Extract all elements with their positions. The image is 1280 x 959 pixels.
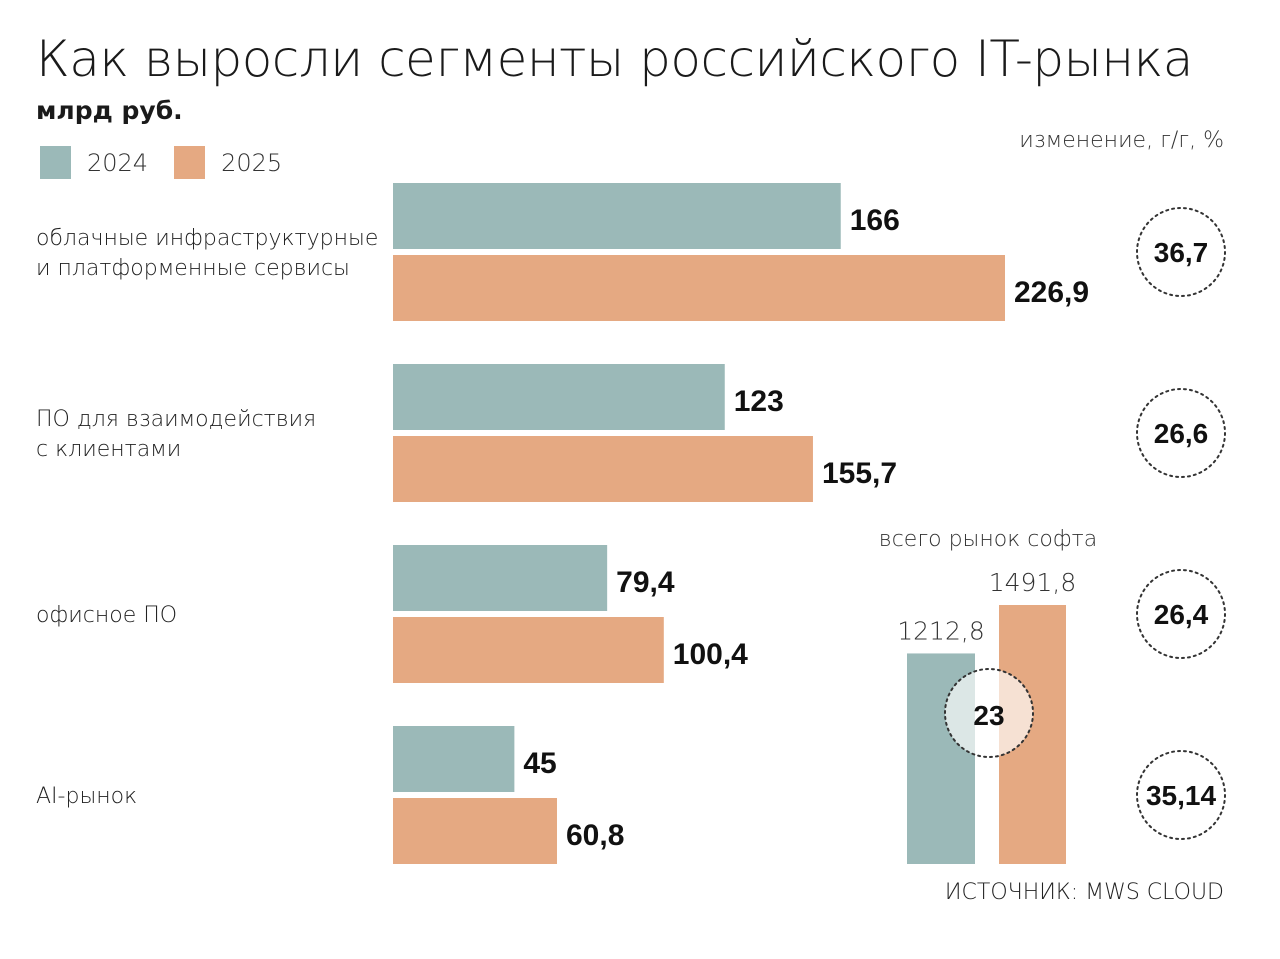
value-label-2025-4: 60,8 [566, 819, 624, 852]
legend-swatch-2025 [174, 146, 206, 179]
category-label-1: облачные инфраструктурные [36, 226, 378, 251]
change-circle-1 [1136, 207, 1226, 297]
bar-2025-4 [393, 798, 557, 864]
bar-2024-1 [393, 183, 841, 249]
legend: 2024 2025 [40, 146, 308, 179]
category-label-1: и платформенные сервисы [36, 256, 350, 281]
chart-title: Как выросли сегменты российского IT-рынк… [36, 30, 1193, 88]
legend-label-2025: 2025 [221, 148, 283, 177]
value-label-2025-2: 155,7 [822, 457, 897, 490]
value-label-2025-1: 226,9 [1014, 276, 1089, 309]
value-label-2024-3: 79,4 [616, 566, 675, 599]
category-label-4: AI-рынок [36, 784, 137, 809]
bar-2025-1 [393, 255, 1005, 321]
bar-2024-4 [393, 726, 515, 792]
category-label-2: ПО для взаимодействия [36, 407, 316, 432]
category-label-3: офисное ПО [36, 603, 177, 628]
category-label-2: с клиентами [36, 437, 181, 462]
change-label-2: 26,6 [1154, 418, 1209, 449]
value-label-2024-4: 45 [523, 747, 556, 780]
value-label-2025-3: 100,4 [673, 638, 748, 671]
bar-2025-2 [393, 436, 813, 502]
value-label-2024-1: 166 [850, 204, 900, 237]
change-label-1: 36,7 [1154, 237, 1209, 268]
total-change-circle [944, 668, 1034, 758]
bar-2025-3 [393, 617, 664, 683]
value-label-2024-2: 123 [734, 385, 784, 418]
source-note: ИСТОЧНИК: MWS CLOUD [944, 880, 1224, 905]
legend-label-2024: 2024 [87, 148, 149, 177]
total-title: всего рынок софта [879, 527, 1097, 552]
change-label-3: 26,4 [1154, 599, 1209, 630]
legend-item-2024: 2024 [40, 146, 148, 179]
change-label-4: 35,14 [1146, 780, 1216, 811]
change-circle-3 [1136, 569, 1226, 659]
chart-unit: млрд руб. [36, 96, 183, 125]
change-header: изменение, г/г, % [1019, 128, 1224, 153]
legend-swatch-2024 [40, 146, 71, 179]
total-value-label-2025: 1491,8 [989, 568, 1076, 597]
change-circle-4 [1136, 750, 1226, 840]
bar-2024-2 [393, 364, 725, 430]
legend-item-2025: 2025 [174, 146, 282, 179]
total-change-label: 23 [973, 700, 1004, 731]
bar-2024-3 [393, 545, 608, 611]
total-value-label-2024: 1212,8 [897, 616, 984, 645]
change-circle-2 [1136, 388, 1226, 478]
